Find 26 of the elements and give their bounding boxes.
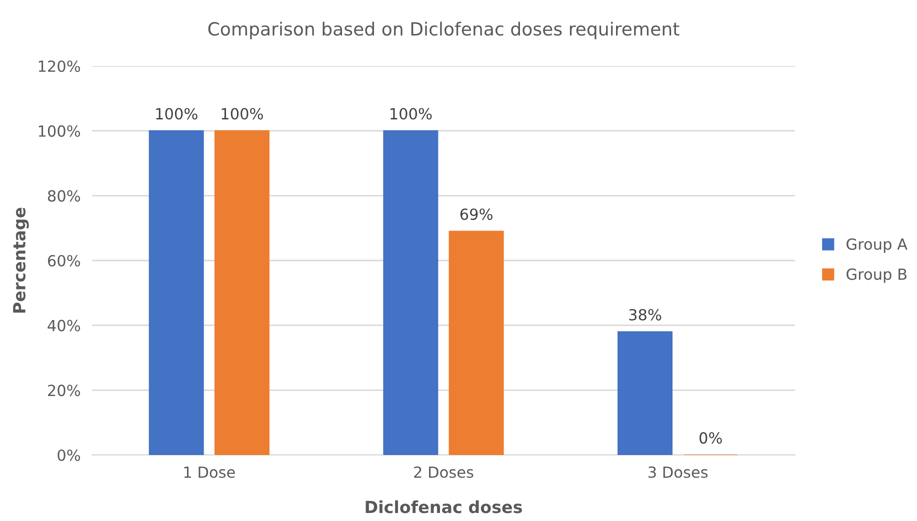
y-tick-label: 0% xyxy=(58,449,80,462)
legend-label: Group A xyxy=(846,238,908,253)
bar xyxy=(214,130,270,455)
bar xyxy=(383,130,438,455)
x-tick-label: 1 Dose xyxy=(184,466,235,478)
x-tick-label: 3 Doses xyxy=(648,466,708,478)
x-axis-title: Diclofenac doses xyxy=(366,500,522,514)
data-label: 0% xyxy=(700,432,722,444)
y-tick-label: 100% xyxy=(38,125,80,137)
y-tick-label: 80% xyxy=(48,190,80,202)
data-label: 38% xyxy=(629,308,662,321)
bar xyxy=(448,230,504,455)
bar xyxy=(148,130,204,455)
y-tick-label: 20% xyxy=(48,384,80,396)
chart-title: Comparison based on Diclofenac doses requirement xyxy=(208,22,680,40)
y-tick-label: 40% xyxy=(48,320,80,332)
y-tick-label: 60% xyxy=(48,254,80,267)
bar xyxy=(618,331,673,455)
data-label: 100% xyxy=(222,108,263,120)
data-label: 100% xyxy=(390,108,432,120)
y-axis-title: Percentage xyxy=(13,208,29,313)
legend-label: Group B xyxy=(846,268,906,283)
data-label: 69% xyxy=(460,208,492,220)
y-tick-label: 120% xyxy=(38,60,80,72)
data-label: 100% xyxy=(156,108,198,120)
x-tick-label: 2 Doses xyxy=(414,466,474,478)
